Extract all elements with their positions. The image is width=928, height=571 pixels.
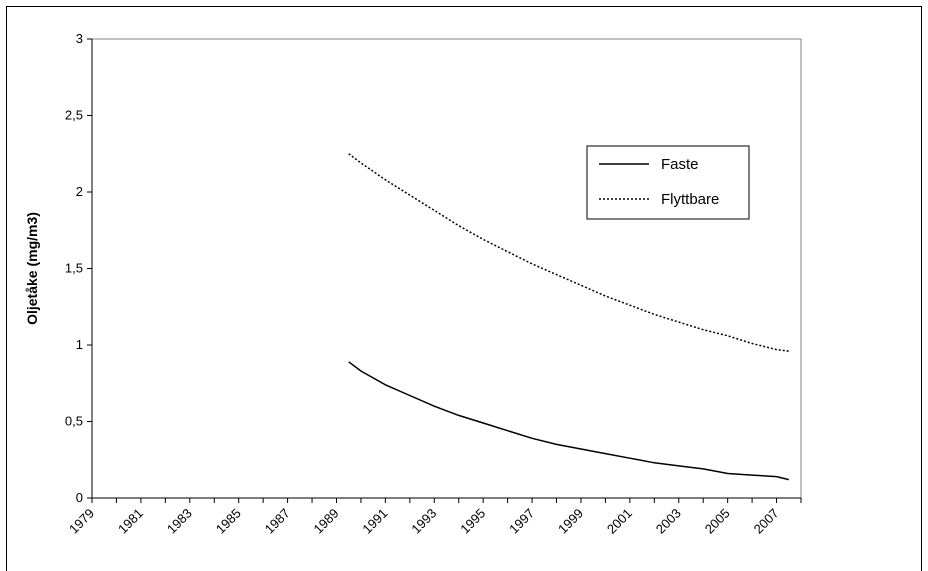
x-tick-label: 2005 (702, 506, 733, 537)
series-layer (348, 153, 789, 481)
y-tick-label: 1,5 (65, 261, 83, 276)
x-tick-label: 1997 (506, 506, 537, 537)
x-tick-label: 1991 (359, 506, 390, 537)
y-tick-label: 0 (76, 490, 83, 505)
y-axis: 0 0,5 1 1,5 2 2,5 3 (65, 31, 93, 505)
x-tick-label: 1989 (311, 506, 342, 537)
plot-area (91, 38, 802, 499)
x-tick-label: 2001 (604, 506, 635, 537)
x-tick-label: 1987 (262, 506, 293, 537)
y-tick-label: 1 (76, 337, 83, 352)
x-tick-label: 1979 (66, 506, 97, 537)
y-axis-title: Oljetåke (mg/m3) (24, 212, 40, 325)
x-tick-label: 1995 (457, 506, 488, 537)
x-tick-label: 1981 (115, 506, 146, 537)
x-tick-label: 1993 (408, 506, 439, 537)
x-tick-label: 2003 (653, 506, 684, 537)
legend: Faste Flyttbare (586, 145, 750, 220)
series-line-faste (348, 361, 789, 481)
legend-label-faste: Faste (661, 156, 699, 173)
y-tick-label: 2,5 (65, 108, 83, 123)
x-axis: 1979 1981 1983 1985 1987 1989 1991 1993 1995 1997… (66, 497, 802, 537)
x-tick-label: 1983 (164, 506, 195, 537)
y-tick-label: 0,5 (65, 414, 83, 429)
x-tick-label: 1999 (555, 506, 586, 537)
y-tick-label: 3 (76, 31, 83, 46)
legend-label-flyttbare: Flyttbare (661, 191, 719, 208)
y-tick-label: 2 (76, 184, 83, 199)
x-tick-label: 2007 (751, 506, 782, 537)
legend-box (586, 145, 750, 220)
x-tick-label: 1985 (213, 506, 244, 537)
